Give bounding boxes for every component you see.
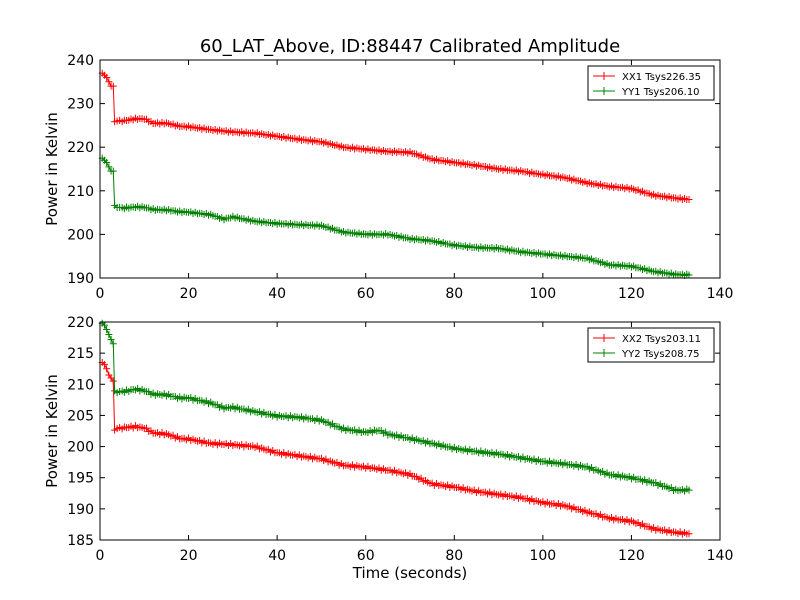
x-tick-label: 0	[96, 286, 105, 302]
data-point	[685, 530, 693, 538]
series-line	[101, 157, 690, 277]
data-point	[109, 167, 117, 175]
data-point	[107, 335, 115, 343]
y-tick-label: 190	[67, 502, 94, 518]
data-point	[685, 196, 693, 204]
data-point	[103, 365, 111, 373]
chart-title: 60_LAT_Above, ID:88447 Calibrated Amplit…	[200, 36, 620, 57]
x-tick-label: 140	[707, 286, 734, 302]
series-1	[98, 69, 693, 204]
legend-entry: YY1 Tsys206.10	[593, 87, 700, 98]
data-point	[105, 163, 113, 171]
plot-frame	[99, 321, 721, 541]
legend-label: YY2 Tsys208.75	[621, 349, 700, 360]
data-point	[105, 78, 113, 86]
x-tick-label: 100	[529, 548, 556, 564]
subplot-1: 0 20 40 60 80 100 120 140 190 200 210 220 230 240 Powe…	[43, 53, 733, 302]
legend-label: XX2 Tsys203.11	[622, 334, 701, 345]
legend: XX2 Tsys203.11 YY2 Tsys208.75	[587, 327, 715, 363]
y-tick-label: 215	[67, 346, 94, 362]
y-tick-label: 205	[67, 408, 94, 424]
data-point	[109, 82, 117, 90]
y-tick-label: 200	[67, 440, 94, 456]
data-point	[109, 377, 117, 385]
y-tick-label: 200	[67, 227, 94, 243]
y-tick-label: 230	[67, 97, 94, 113]
data-point	[100, 360, 108, 368]
x-tick-label: 60	[357, 286, 375, 302]
x-tick-label: 120	[618, 286, 645, 302]
legend-entry: YY2 Tsys208.75	[593, 349, 700, 360]
y-axis-label: Power in Kelvin	[43, 112, 61, 226]
series-1	[98, 358, 693, 538]
y-tick-label: 195	[67, 471, 94, 487]
subplot-2: 0 20 40 60 80 100 120 140 185 190 195 200 205 210 215 2…	[43, 315, 733, 582]
x-tick-label: 40	[268, 548, 286, 564]
y-tick-label: 240	[67, 53, 94, 69]
x-tick-label: 40	[268, 286, 286, 302]
legend-label: YY1 Tsys206.10	[621, 87, 700, 98]
series-2	[98, 319, 693, 495]
legend-box	[587, 65, 715, 101]
y-tick-label: 210	[67, 377, 94, 393]
y-tick-label: 190	[67, 271, 94, 287]
data-point	[685, 486, 693, 494]
series-line	[101, 362, 690, 535]
y-tick-label: 220	[67, 140, 94, 156]
x-tick-label: 140	[707, 548, 734, 564]
legend-marker	[600, 87, 608, 95]
legend-marker	[600, 334, 608, 342]
data-point	[100, 321, 108, 329]
legend-entry: XX1 Tsys226.35	[593, 72, 701, 83]
data-point	[103, 73, 111, 81]
legend: XX1 Tsys226.35 YY1 Tsys206.10	[587, 65, 715, 101]
x-tick-label: 60	[357, 548, 375, 564]
y-tick-label: 210	[67, 184, 94, 200]
x-axis-label: Time (seconds)	[352, 564, 468, 582]
y-tick-label: 185	[67, 533, 94, 549]
data-point	[103, 325, 111, 333]
legend-marker	[600, 72, 608, 80]
data-point	[109, 340, 117, 348]
legend-entry: XX2 Tsys203.11	[593, 334, 701, 345]
series-2	[98, 154, 693, 280]
x-tick-label: 20	[180, 548, 198, 564]
plot-frame	[99, 59, 721, 279]
x-tick-label: 80	[445, 548, 463, 564]
x-tick-label: 120	[618, 548, 645, 564]
data-point	[685, 271, 693, 279]
x-tick-label: 80	[445, 286, 463, 302]
data-point	[105, 330, 113, 338]
x-tick-label: 0	[96, 548, 105, 564]
legend-label: XX1 Tsys226.35	[622, 72, 701, 83]
legend-box	[587, 327, 715, 363]
data-point	[103, 158, 111, 166]
x-tick-label: 20	[180, 286, 198, 302]
y-tick-label: 220	[67, 315, 94, 331]
legend-marker	[600, 349, 608, 357]
x-tick-label: 100	[529, 286, 556, 302]
y-axis-label: Power in Kelvin	[43, 374, 61, 488]
